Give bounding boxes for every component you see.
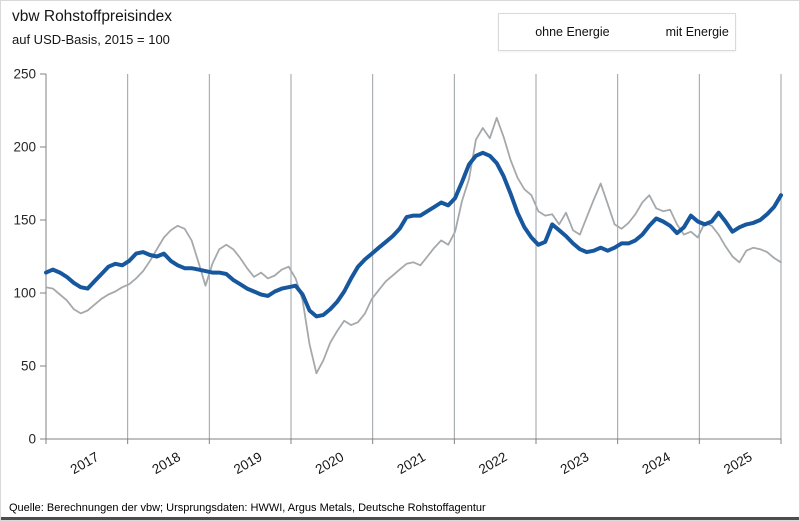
legend-label-mit-energie: mit Energie xyxy=(665,25,729,39)
bottom-divider-bar xyxy=(1,517,799,520)
source-note: Quelle: Berechnungen der vbw; Ursprungsd… xyxy=(9,502,486,514)
page-title: vbw Rohstoffpreisindex xyxy=(12,8,172,25)
x-year-label: 2021 xyxy=(394,449,428,477)
x-year-label: 2025 xyxy=(721,449,755,477)
legend-line-sample-gray xyxy=(636,31,666,33)
y-tick-label: 100 xyxy=(13,286,36,301)
y-tick-label: 200 xyxy=(13,140,36,155)
x-year-label: 2023 xyxy=(558,449,592,477)
legend-line-sample-blue xyxy=(505,30,535,34)
x-year-label: 2024 xyxy=(639,449,673,477)
y-tick-label: 150 xyxy=(13,213,36,228)
series-line-ohne-energie xyxy=(44,150,783,319)
x-year-label: 2019 xyxy=(231,449,265,477)
y-tick-label: 50 xyxy=(21,359,36,374)
series-line-mit-energie xyxy=(45,116,782,375)
page-subtitle: auf USD-Basis, 2015 = 100 xyxy=(12,32,170,47)
legend-label-ohne-energie: ohne Energie xyxy=(535,25,610,39)
legend-item-mit-energie: mit Energie xyxy=(636,25,729,39)
legend: ohne Energie mit Energie xyxy=(498,13,736,51)
y-tick-label: 0 xyxy=(28,432,36,447)
y-tick-label: 250 xyxy=(13,67,36,82)
legend-item-ohne-energie: ohne Energie xyxy=(505,25,609,39)
x-year-label: 2020 xyxy=(313,449,347,477)
x-year-label: 2017 xyxy=(68,449,102,477)
x-year-label: 2018 xyxy=(149,449,183,477)
x-year-label: 2022 xyxy=(476,449,510,477)
